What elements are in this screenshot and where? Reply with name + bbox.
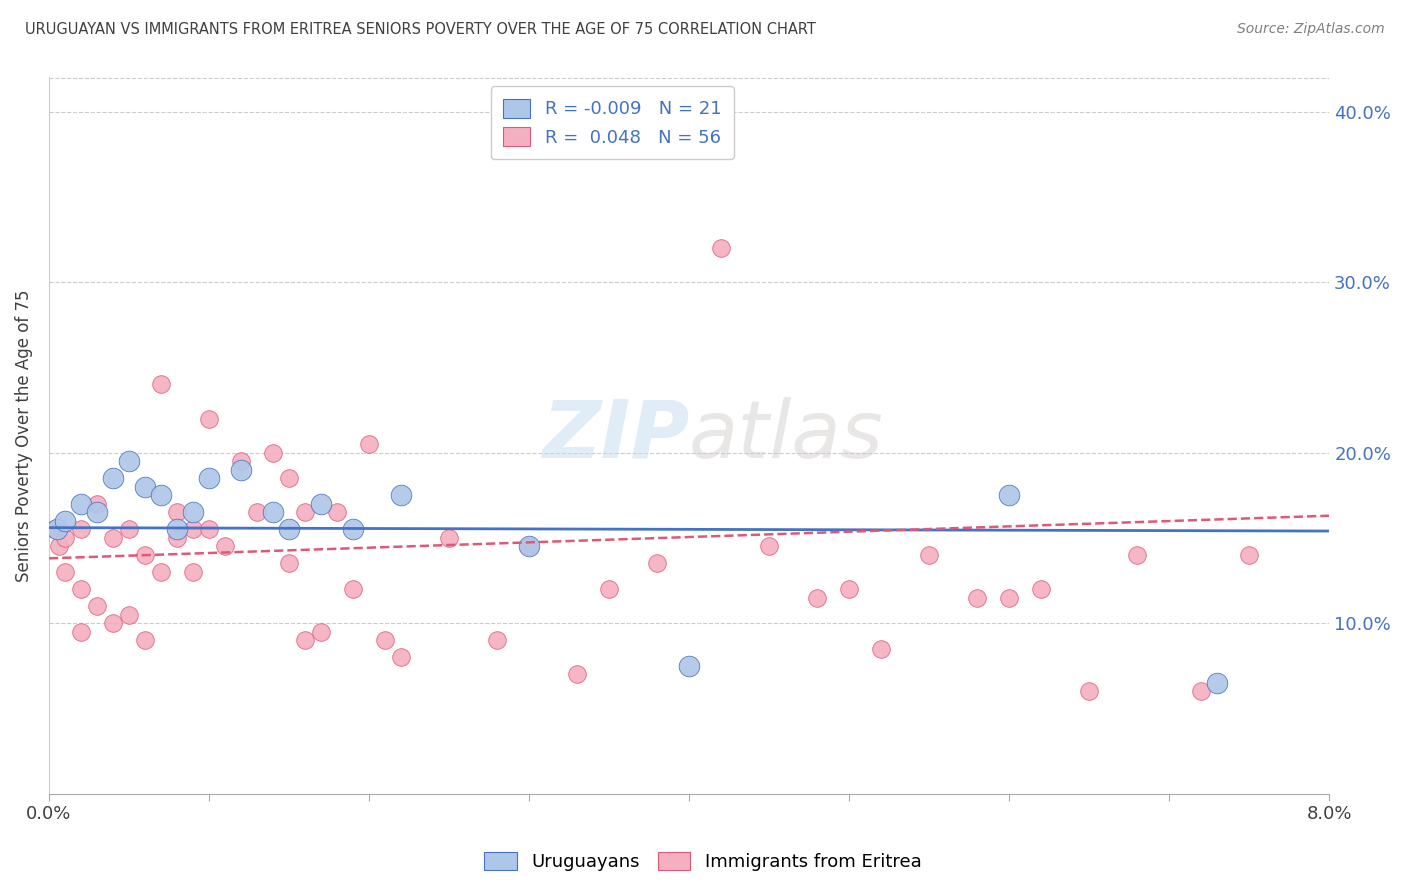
Point — [374, 633, 396, 648]
Point — [166, 531, 188, 545]
Point — [437, 531, 460, 545]
Point — [101, 531, 124, 545]
Point — [710, 241, 733, 255]
Point — [70, 582, 93, 596]
Point — [1189, 684, 1212, 698]
Point — [86, 599, 108, 613]
Point — [70, 497, 93, 511]
Legend: Uruguayans, Immigrants from Eritrea: Uruguayans, Immigrants from Eritrea — [477, 845, 929, 879]
Point — [118, 607, 141, 622]
Point — [118, 454, 141, 468]
Point — [758, 540, 780, 554]
Y-axis label: Seniors Poverty Over the Age of 75: Seniors Poverty Over the Age of 75 — [15, 289, 32, 582]
Point — [150, 565, 173, 579]
Point — [486, 633, 509, 648]
Point — [101, 616, 124, 631]
Point — [53, 531, 76, 545]
Point — [278, 522, 301, 536]
Point — [342, 522, 364, 536]
Point — [229, 463, 252, 477]
Point — [70, 624, 93, 639]
Point — [389, 650, 412, 665]
Point — [166, 505, 188, 519]
Point — [229, 454, 252, 468]
Point — [134, 480, 156, 494]
Point — [246, 505, 269, 519]
Point — [278, 471, 301, 485]
Point — [48, 540, 70, 554]
Point — [278, 557, 301, 571]
Point — [134, 548, 156, 562]
Point — [181, 522, 204, 536]
Point — [357, 437, 380, 451]
Point — [678, 658, 700, 673]
Point — [101, 471, 124, 485]
Point — [86, 505, 108, 519]
Point — [806, 591, 828, 605]
Point — [517, 540, 540, 554]
Point — [198, 471, 221, 485]
Text: atlas: atlas — [689, 397, 884, 475]
Point — [565, 667, 588, 681]
Point — [166, 522, 188, 536]
Point — [53, 565, 76, 579]
Point — [198, 522, 221, 536]
Point — [294, 505, 316, 519]
Point — [389, 488, 412, 502]
Text: URUGUAYAN VS IMMIGRANTS FROM ERITREA SENIORS POVERTY OVER THE AGE OF 75 CORRELAT: URUGUAYAN VS IMMIGRANTS FROM ERITREA SEN… — [25, 22, 815, 37]
Point — [70, 522, 93, 536]
Point — [262, 445, 284, 459]
Point — [870, 641, 893, 656]
Point — [134, 633, 156, 648]
Point — [838, 582, 860, 596]
Point — [1031, 582, 1053, 596]
Point — [86, 497, 108, 511]
Point — [1239, 548, 1261, 562]
Point — [181, 505, 204, 519]
Text: ZIP: ZIP — [541, 397, 689, 475]
Point — [998, 591, 1021, 605]
Point — [998, 488, 1021, 502]
Point — [42, 522, 65, 536]
Point — [150, 377, 173, 392]
Point — [1206, 676, 1229, 690]
Point — [181, 565, 204, 579]
Point — [118, 522, 141, 536]
Point — [326, 505, 349, 519]
Point — [309, 497, 332, 511]
Point — [966, 591, 988, 605]
Point — [918, 548, 941, 562]
Point — [294, 633, 316, 648]
Point — [53, 514, 76, 528]
Point — [645, 557, 668, 571]
Point — [1126, 548, 1149, 562]
Point — [262, 505, 284, 519]
Point — [1078, 684, 1101, 698]
Legend: R = -0.009   N = 21, R =  0.048   N = 56: R = -0.009 N = 21, R = 0.048 N = 56 — [491, 87, 734, 160]
Point — [309, 624, 332, 639]
Point — [598, 582, 620, 596]
Point — [342, 582, 364, 596]
Point — [198, 411, 221, 425]
Point — [150, 488, 173, 502]
Point — [46, 522, 69, 536]
Point — [214, 540, 236, 554]
Point — [517, 540, 540, 554]
Text: Source: ZipAtlas.com: Source: ZipAtlas.com — [1237, 22, 1385, 37]
